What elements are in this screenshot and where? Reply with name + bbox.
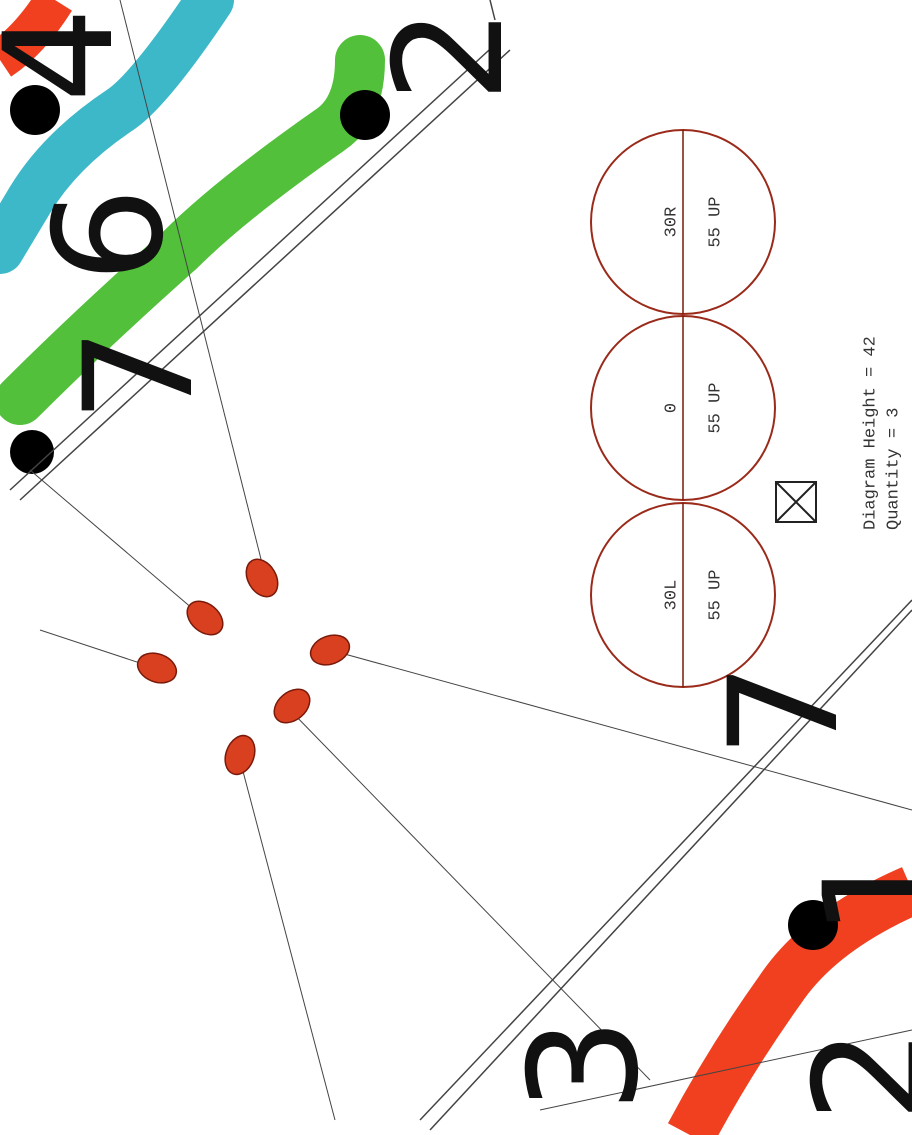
fixture [136,652,178,684]
height-label: 55 UP [706,569,725,620]
zone-label: 7 [698,662,872,757]
zone-label: 6 [23,187,197,282]
zone-label: 7 [53,327,227,422]
note: Quantity = 3 [884,408,903,530]
track-line [419,599,912,1121]
aim-line [289,709,651,1081]
fixture [186,600,224,636]
aim-line [119,0,266,576]
angle-label: 30R [662,207,681,238]
cyan-path [0,0,234,274]
dot [788,900,838,950]
zone-label: 1 [793,842,912,937]
aim-line [39,629,156,669]
aim-line [29,469,201,616]
dot [340,90,390,140]
red-path [667,867,912,1135]
aim-line [539,1029,912,1111]
angle-label: 30L [662,580,681,611]
track-line [19,49,511,501]
angle-label: 0 [662,403,681,413]
height-label: 55 UP [706,382,725,433]
track-line [429,609,912,1131]
zone-label: 3 [498,1017,672,1112]
track-line [489,0,496,21]
zone-label: 4 [0,7,147,102]
marker-box [775,481,817,523]
note: Diagram Height = 42 [861,336,880,530]
fixture [309,634,351,666]
dot [10,430,54,474]
fixture [273,688,311,724]
fixture [224,734,256,776]
track-line [9,39,501,491]
red-path [0,0,72,77]
zone-label: 2 [783,1027,912,1122]
aim-line [329,649,912,811]
aim-line [239,759,336,1121]
zone-label: 2 [363,7,537,102]
height-label: 55 UP [706,196,725,247]
dot [10,85,60,135]
marker-box [775,481,817,523]
fixture [245,558,279,598]
